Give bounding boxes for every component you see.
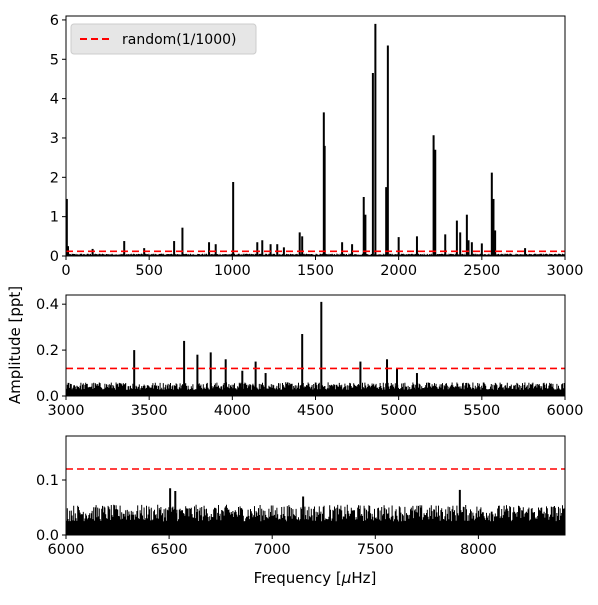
x-tick-label-bottom-2: 7000: [254, 542, 291, 558]
y-tick-label-bottom-0: 0.0: [36, 528, 59, 544]
x-axis-label-mu: μ: [341, 569, 352, 587]
y-tick-label-top-4: 4: [50, 92, 59, 108]
y-tick-label-bottom-1: 0.1: [36, 473, 59, 489]
x-axis-label-prefix: Frequency [: [254, 569, 342, 587]
y-tick-label-top-0: 0: [50, 249, 59, 265]
y-tick-label-top-1: 1: [50, 210, 59, 226]
y-tick-label-top-2: 2: [50, 170, 59, 186]
legend-label: random(1/1000): [122, 32, 236, 48]
x-tick-label-top-2: 1000: [214, 263, 251, 279]
noise-spectrum-middle: [66, 382, 566, 396]
x-tick-label-top-6: 3000: [547, 263, 584, 279]
noise-spectrum-bottom: [66, 504, 566, 535]
panel-bottom: 6000 6500 7000 7500 8000 0.0 0.1: [36, 435, 566, 558]
axes-frame-middle: [65, 294, 566, 397]
panel-top: 0 500 1000 1500 2000 2500 3000 0 1 2 3 4 5 6: [50, 13, 584, 279]
y-tick-label-middle-2: 0.4: [36, 297, 59, 313]
y-tick-label-middle-0: 0.0: [36, 389, 59, 405]
x-axis-label-suffix: Hz]: [351, 569, 376, 587]
y-tick-label-middle-1: 0.2: [36, 343, 59, 359]
y-axis-label: Amplitude [ppt]: [6, 286, 24, 404]
x-tick-label-bottom-0: 6000: [48, 542, 85, 558]
axes-frame-bottom: [65, 435, 566, 536]
x-tick-label-top-1: 500: [135, 263, 163, 279]
x-tick-label-middle-5: 5500: [463, 403, 500, 419]
y-tick-label-top-6: 6: [50, 13, 59, 29]
x-tick-label-top-4: 2000: [380, 263, 417, 279]
x-tick-label-middle-0: 3000: [48, 403, 85, 419]
y-tick-label-top-5: 5: [50, 52, 59, 68]
legend: random(1/1000): [70, 23, 257, 55]
x-tick-label-bottom-1: 6500: [151, 542, 188, 558]
x-tick-label-top-0: 0: [61, 263, 70, 279]
x-tick-label-bottom-3: 7500: [357, 542, 394, 558]
x-tick-label-top-3: 1500: [297, 263, 334, 279]
x-tick-label-middle-1: 3500: [131, 403, 168, 419]
legend-box: [70, 23, 257, 55]
y-tick-label-top-3: 3: [50, 131, 59, 147]
x-tick-label-middle-6: 6000: [547, 403, 584, 419]
x-tick-label-bottom-4: 8000: [460, 542, 497, 558]
panel-middle: 3000 3500 4000 4500 5000 5500 6000 0.0 0.2 0.4: [36, 294, 584, 419]
x-tick-label-middle-3: 4500: [297, 403, 334, 419]
x-tick-label-middle-2: 4000: [214, 403, 251, 419]
x-axis-label: Frequency [μHz]: [254, 569, 377, 587]
x-tick-label-middle-4: 5000: [380, 403, 417, 419]
x-tick-label-top-5: 2500: [463, 263, 500, 279]
